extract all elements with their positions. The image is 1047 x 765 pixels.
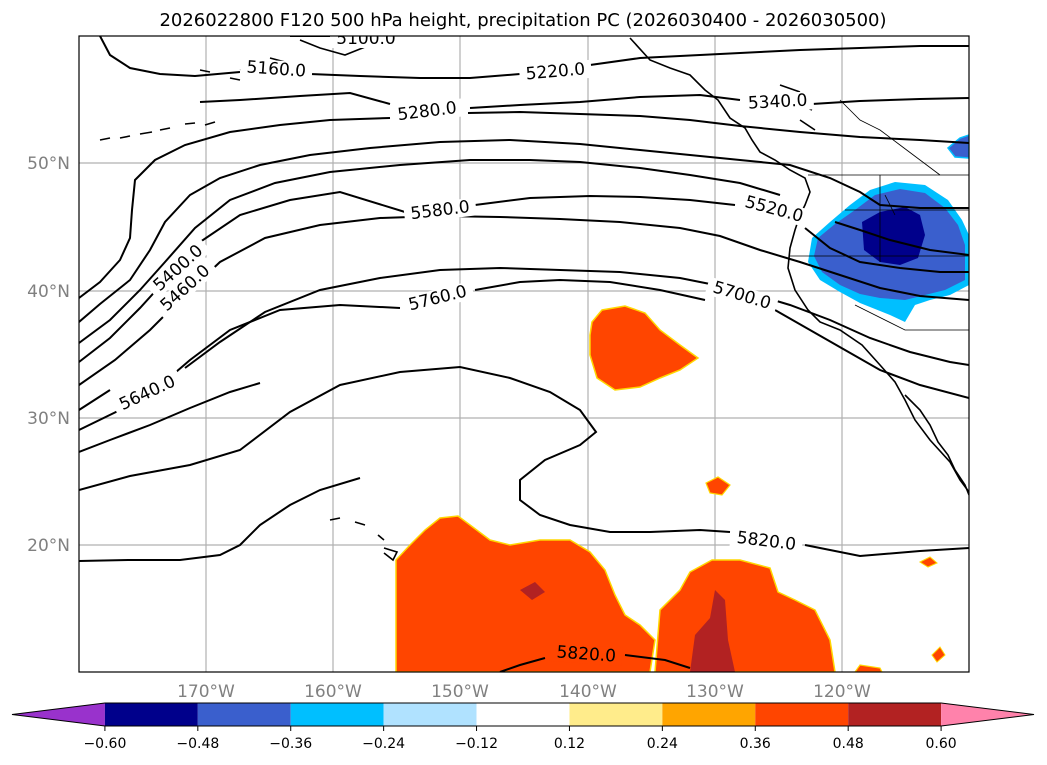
colorbar-swatch bbox=[104, 703, 198, 726]
svg-text:5160.0: 5160.0 bbox=[246, 57, 307, 81]
map-frame bbox=[78, 35, 970, 673]
colorbar: −0.60 −0.48 −0.36 −0.24 −0.12 0.12 0.24 0.36 0.4… bbox=[11, 702, 1035, 752]
precip-positive-central bbox=[589, 305, 731, 496]
colorbar-tick-label: −0.36 bbox=[269, 736, 312, 752]
lat-label: 20°N bbox=[27, 536, 70, 556]
lon-label: 170°W bbox=[177, 682, 235, 702]
longitude-labels: 170°W 160°W 150°W 140°W 130°W 120°W bbox=[177, 682, 871, 702]
colorbar-swatch bbox=[662, 703, 756, 726]
colorbar-swatch bbox=[569, 703, 663, 726]
colorbar-tick-label: −0.60 bbox=[83, 736, 126, 752]
colorbar-swatch bbox=[197, 703, 291, 726]
lon-label: 120°W bbox=[813, 682, 871, 702]
map-area: 5100.0 5160.0 5220.0 5280.0 5340.0 5400.… bbox=[79, 29, 969, 672]
colorbar-tick-label: −0.24 bbox=[362, 736, 405, 752]
latitude-labels: 50°N 40°N 30°N 20°N bbox=[27, 154, 70, 556]
contour-label: 5820.0 bbox=[549, 642, 623, 667]
colorbar-swatch bbox=[290, 703, 384, 726]
colorbar-tick-label: 0.12 bbox=[554, 736, 585, 752]
lat-label: 50°N bbox=[27, 154, 70, 174]
colorbar-tick-label: −0.12 bbox=[455, 736, 498, 752]
contour-label: 5160.0 bbox=[239, 57, 313, 82]
colorbar-swatch bbox=[848, 703, 942, 726]
lon-label: 140°W bbox=[559, 682, 617, 702]
colorbar-swatch bbox=[476, 703, 570, 726]
contour-label: 5340.0 bbox=[741, 91, 815, 114]
colorbar-tick-label: 0.24 bbox=[647, 736, 678, 752]
svg-text:5100.0: 5100.0 bbox=[336, 29, 395, 49]
svg-text:5340.0: 5340.0 bbox=[747, 91, 807, 114]
colorbar-swatch bbox=[941, 703, 1034, 726]
precip-negative-northeast bbox=[808, 134, 969, 322]
lat-label: 40°N bbox=[27, 282, 70, 302]
lon-label: 130°W bbox=[686, 682, 744, 702]
lat-label: 30°N bbox=[27, 409, 70, 429]
colorbar-tick-label: 0.36 bbox=[740, 736, 771, 752]
svg-text:5820.0: 5820.0 bbox=[556, 642, 617, 666]
colorbar-swatch bbox=[755, 703, 849, 726]
colorbar-tick-label: −0.48 bbox=[176, 736, 219, 752]
contour-label: 5100.0 bbox=[330, 29, 402, 49]
colorbar-tick-label: 0.60 bbox=[926, 736, 957, 752]
precip-positive-south bbox=[395, 515, 946, 672]
map-title: 2026022800 F120 500 hPa height, precipit… bbox=[159, 10, 886, 31]
colorbar-swatch bbox=[12, 703, 105, 726]
lon-label: 160°W bbox=[304, 682, 362, 702]
colorbar-tick-label: 0.48 bbox=[833, 736, 864, 752]
lon-label: 150°W bbox=[431, 682, 489, 702]
colorbar-swatch bbox=[383, 703, 477, 726]
